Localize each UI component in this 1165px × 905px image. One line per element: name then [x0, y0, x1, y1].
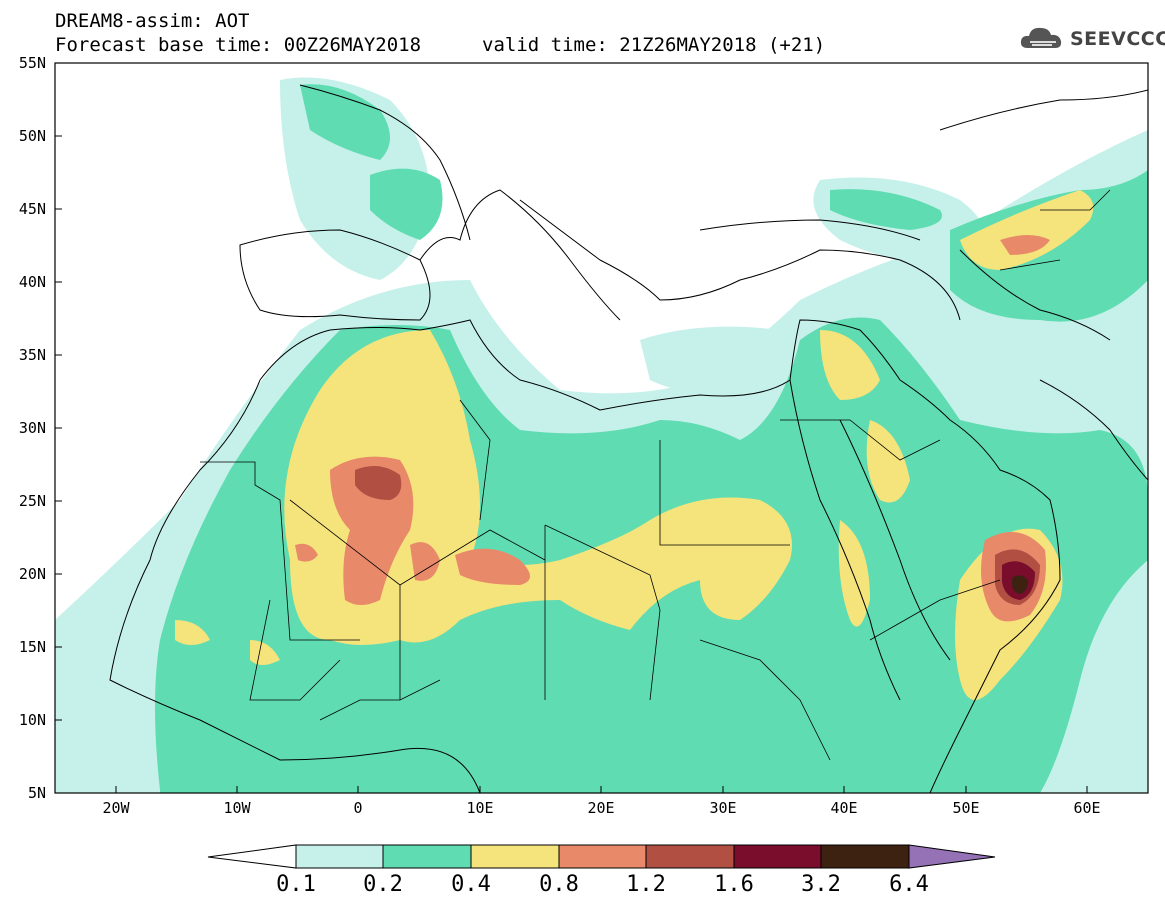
colorbar-over: [908, 844, 996, 869]
seevccc-logo: SEEVCCC: [1018, 22, 1165, 56]
colorbar-label-0.1: 0.1: [276, 872, 316, 897]
colorbar-label-0.2: 0.2: [363, 872, 403, 897]
colorbar-bin-5: [645, 844, 735, 869]
lat-label-15n: 15N: [18, 638, 46, 656]
lon-label-10e: 10E: [466, 799, 494, 817]
lat-label-35n: 35N: [18, 346, 46, 364]
lon-label-30e: 30E: [709, 799, 737, 817]
logo-text: SEEVCCC: [1070, 28, 1165, 50]
aot-field: [55, 77, 1148, 793]
coastlines: [109, 84, 1148, 793]
lat-label-50n: 50N: [18, 127, 46, 145]
colorbar: [207, 844, 996, 869]
lat-label-10n: 10N: [18, 711, 46, 729]
lat-label-40n: 40N: [18, 273, 46, 291]
cloud-icon: [1020, 27, 1062, 48]
lat-label-30n: 30N: [18, 419, 46, 437]
lat-label-45n: 45N: [18, 200, 46, 218]
colorbar-bin-7: [820, 844, 910, 869]
lat-label-20n: 20N: [18, 565, 46, 583]
map-title: DREAM8-assim: AOT: [55, 10, 250, 32]
colorbar-bin-4: [558, 844, 647, 869]
colorbar-label-6.4: 6.4: [889, 872, 929, 897]
colorbar-bin-2: [382, 844, 472, 869]
axis-ticks: [55, 62, 1088, 793]
colorbar-label-1.6: 1.6: [714, 872, 754, 897]
lon-label-10w: 10W: [223, 799, 251, 817]
colorbar-label-0.8: 0.8: [539, 872, 579, 897]
colorbar-label-0.4: 0.4: [451, 872, 491, 897]
colorbar-label-3.2: 3.2: [801, 872, 841, 897]
lon-label-60e: 60E: [1073, 799, 1101, 817]
lon-label-20w: 20W: [102, 799, 130, 817]
colorbar-under: [207, 844, 297, 869]
valid-time-label: valid time: 21Z26MAY2018 (+21): [482, 34, 826, 56]
colorbar-bin-3: [470, 844, 560, 869]
lat-label-5n: 5N: [27, 784, 46, 802]
lon-label-40e: 40E: [830, 799, 858, 817]
lon-label-50e: 50E: [952, 799, 980, 817]
lon-label-0: 0: [353, 799, 363, 817]
colorbar-bin-1: [295, 844, 384, 869]
lon-label-20e: 20E: [587, 799, 615, 817]
lat-label-55n: 55N: [18, 54, 46, 72]
colorbar-label-1.2: 1.2: [626, 872, 666, 897]
colorbar-bin-6: [733, 844, 822, 869]
base-time-label: Forecast base time: 00Z26MAY2018: [55, 34, 422, 56]
country-borders: [200, 189, 1111, 761]
aot-level-3.2: [1012, 575, 1028, 594]
lat-label-25n: 25N: [18, 492, 46, 510]
